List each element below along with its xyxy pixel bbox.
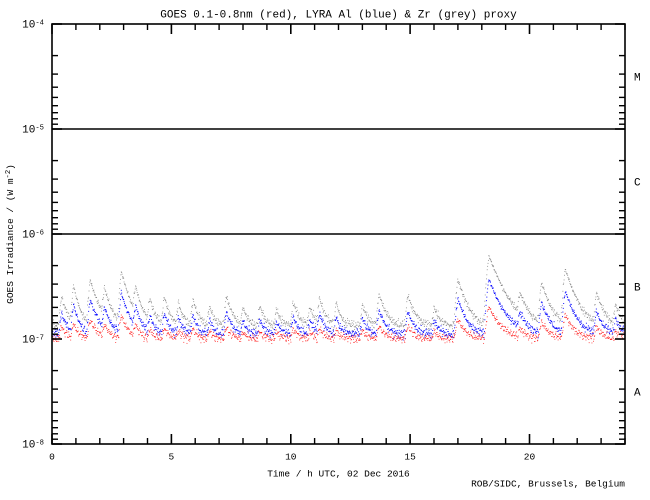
svg-text:GOES Irradiance / (W m-2): GOES Irradiance / (W m-2) — [5, 164, 16, 304]
svg-text:10: 10 — [285, 452, 297, 463]
svg-text:15: 15 — [404, 452, 416, 463]
svg-text:ROB/SIDC, Brussels, Belgium: ROB/SIDC, Brussels, Belgium — [471, 479, 625, 490]
svg-text:20: 20 — [524, 452, 536, 463]
svg-text:Time / h UTC, 02 Dec 2016: Time / h UTC, 02 Dec 2016 — [267, 469, 410, 480]
svg-text:A: A — [634, 388, 641, 400]
svg-text:C: C — [634, 178, 641, 190]
svg-text:M: M — [634, 73, 641, 85]
svg-text:0: 0 — [49, 452, 55, 463]
svg-text:GOES 0.1-0.8nm (red), LYRA Al: GOES 0.1-0.8nm (red), LYRA Al (blue) & Z… — [160, 10, 517, 22]
svg-text:5: 5 — [169, 452, 175, 463]
svg-text:B: B — [634, 283, 641, 295]
